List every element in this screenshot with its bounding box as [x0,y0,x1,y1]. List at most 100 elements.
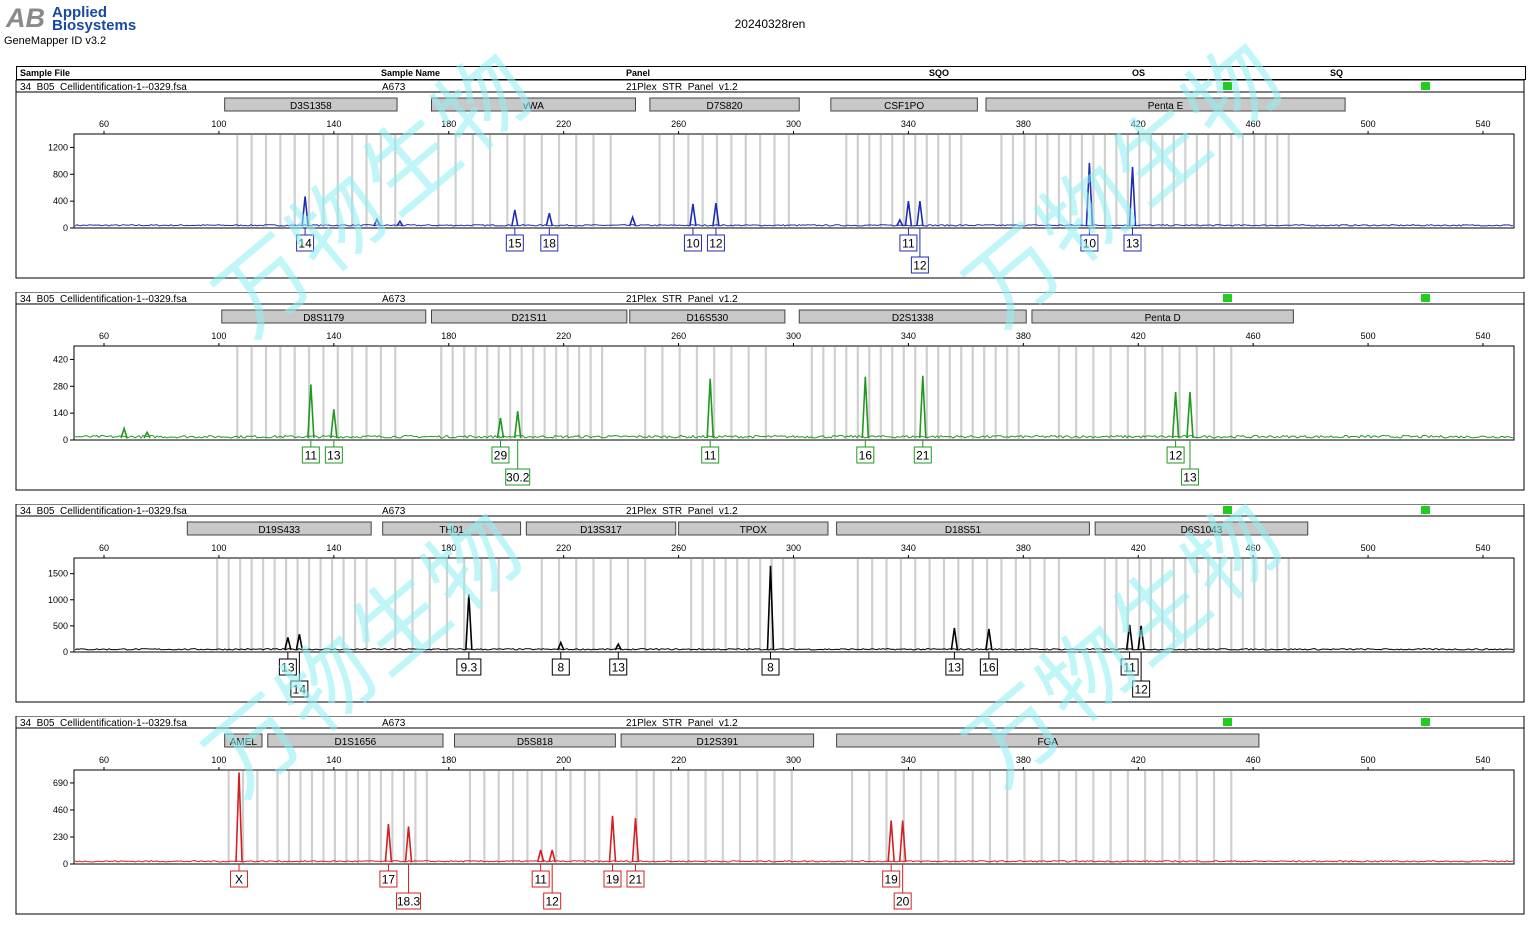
locus-bar [453,733,616,748]
allele-bin [509,347,512,439]
allele-bin [445,559,449,651]
sample-file-value: 34_B05_Cellidentification-1--0329.fsa [20,718,187,729]
column-sq: SQ [1330,68,1344,78]
allele-bin [1023,135,1026,227]
y-tick-label: 140 [53,408,68,418]
sample-info-row [15,504,1525,517]
allele-bin [850,771,854,863]
x-tick-label: 460 [1246,331,1261,341]
allele-bin [747,347,750,439]
peak [628,214,637,227]
allele-bin [1195,347,1198,439]
allele-label-box [278,658,297,676]
peak [548,849,556,863]
allele-bin [661,347,664,439]
plot-area [73,345,1515,441]
x-tick-label: 140 [326,331,341,341]
allele-bin [440,347,443,439]
allele-label-box [540,234,559,252]
locus-bar [1094,521,1309,536]
allele-bin [1057,135,1061,227]
peak [887,820,895,863]
allele-bin [1253,559,1256,651]
allele-bin [1115,135,1118,227]
allele-bin [264,135,268,227]
allele-bin [756,771,759,863]
os-quality-indicator [1223,506,1232,514]
allele-bin [351,135,354,227]
allele-bin [1126,135,1129,227]
allele-bin [1161,559,1164,651]
peak [608,815,617,863]
allele-bin [589,347,592,439]
allele-bin [891,347,894,439]
allele-bin [437,135,440,227]
allele-bin [687,771,690,863]
x-tick-label: 300 [786,543,801,553]
peak [295,634,304,651]
x-tick-label: 220 [671,755,686,765]
y-tick-label: 420 [53,354,68,364]
allele-bin [914,135,917,227]
allele-bin [856,559,859,651]
locus-label: TH01 [439,525,464,536]
allele-bin [592,559,595,651]
x-tick-label: 100 [211,119,226,129]
allele-bin [425,771,428,863]
panel-frame [15,515,1525,703]
x-tick-label: 100 [211,543,226,553]
allele-label: 11 [534,873,547,887]
allele-bin [773,771,776,863]
panel-name-value: 21Plex_STR_Panel_v1.2 [626,82,738,93]
y-tick-label: 500 [53,621,68,631]
allele-bin [284,559,288,651]
os-quality-indicator [1223,82,1232,90]
allele-bin [971,559,974,651]
allele-bin [1006,771,1009,863]
allele-bin [1000,135,1003,227]
y-tick-label: 280 [53,381,68,391]
allele-bin [540,559,543,651]
y-tick-label: 0 [63,647,68,657]
allele-bin [713,559,716,651]
allele-label: 12 [709,237,723,251]
allele-bin [1075,347,1078,439]
allele-bin [1253,135,1256,227]
allele-label-box [505,234,524,252]
locus-label: D3S1358 [290,101,332,112]
allele-label-box [761,658,780,676]
x-tick-label: 420 [1131,119,1146,129]
allele-bin [468,771,472,863]
locus-label: D13S317 [580,525,622,536]
allele-label: 10 [1083,237,1097,251]
x-tick-label: 140 [326,755,341,765]
allele-bin [557,559,561,651]
allele-bin [474,347,477,439]
panel-name-value: 21Plex_STR_Panel_v1.2 [626,294,738,305]
allele-label: 13 [1126,237,1140,251]
allele-label-box [290,680,309,698]
allele-bin [555,771,558,863]
x-tick-label: 220 [556,331,571,341]
allele-label-box [609,658,628,676]
y-tick-label: 0 [63,223,68,233]
allele-bin [1161,135,1164,227]
allele-bin [293,347,296,439]
allele-label: X [235,873,243,887]
allele-bin [578,347,581,439]
allele-bin [1241,135,1244,227]
allele-bin [856,135,859,227]
peak [1125,624,1134,651]
allele-bin [540,771,543,863]
sample-file-value: 34_B05_Cellidentification-1--0329.fsa [20,82,187,93]
os-quality-indicator [1223,294,1232,302]
sample-info-row [15,716,1525,729]
locus-label: FGA [1037,737,1058,748]
sq-quality-indicator [1421,718,1430,726]
allele-bin [759,559,762,651]
sample-name-value: A673 [382,82,406,93]
x-tick-label: 500 [1361,119,1376,129]
column-sqo: SQO [929,68,950,78]
allele-bin [342,559,345,651]
allele-bin [971,347,974,439]
